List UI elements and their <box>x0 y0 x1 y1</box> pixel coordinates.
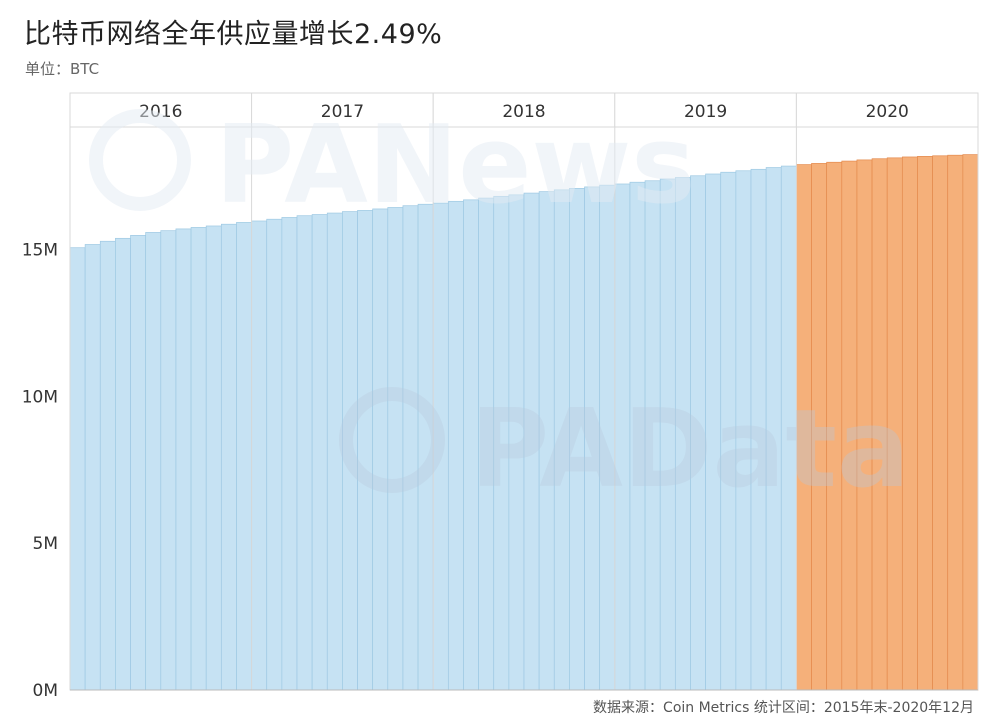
supply-bar <box>917 156 933 691</box>
watermark-text-1: PANews <box>215 103 696 228</box>
supply-bar <box>145 232 162 691</box>
supply-bar <box>311 214 328 691</box>
supply-bar <box>326 212 343 691</box>
unit-label: 单位：BTC <box>25 60 100 78</box>
supply-bar <box>447 200 464 691</box>
supply-bar <box>84 244 101 691</box>
supply-bar <box>236 222 252 691</box>
year-separators <box>69 127 979 691</box>
year-label: 2018 <box>502 102 545 122</box>
data-source-note: 数据来源：Coin Metrics 统计区间：2015年末-2020年12月 <box>593 700 974 716</box>
supply-bar <box>357 210 374 691</box>
supply-bar <box>220 223 237 691</box>
supply-bar <box>932 155 949 691</box>
y-axis: 0M 5M 10M 15M <box>22 240 58 701</box>
supply-bar <box>130 235 147 691</box>
year-header-cell <box>614 92 797 128</box>
supply-bar <box>175 228 192 691</box>
year-header-cell <box>795 92 979 128</box>
supply-bar <box>947 154 964 691</box>
year-label: 2019 <box>684 102 727 122</box>
supply-bar <box>251 220 268 691</box>
supply-bar <box>205 225 222 691</box>
supply-bar <box>99 240 116 691</box>
supply-bar <box>69 247 86 691</box>
year-header-cell <box>251 92 434 128</box>
y-tick-label: 5M <box>33 534 58 554</box>
y-tick-label: 10M <box>22 387 58 407</box>
year-header-cells: 2016 2017 2018 2019 2020 <box>69 92 979 128</box>
watermark-text-2: PAData <box>470 387 910 512</box>
supply-bar <box>296 215 313 691</box>
supply-bar <box>281 217 298 691</box>
supply-bar <box>402 205 419 691</box>
chart-title: 比特币网络全年供应量增长2.49% <box>24 19 443 50</box>
supply-bar <box>372 208 389 691</box>
watermark: PANews PAData <box>89 103 910 512</box>
year-label: 2017 <box>321 102 364 122</box>
supply-bar <box>962 154 979 691</box>
year-label: 2020 <box>866 102 909 122</box>
supply-bar <box>115 237 131 691</box>
supply-bar <box>387 207 404 691</box>
supply-bar <box>160 230 177 691</box>
supply-bar <box>266 218 283 691</box>
supply-bar <box>190 227 207 691</box>
y-tick-label: 0M <box>33 681 58 701</box>
y-tick-label: 15M <box>22 240 58 260</box>
